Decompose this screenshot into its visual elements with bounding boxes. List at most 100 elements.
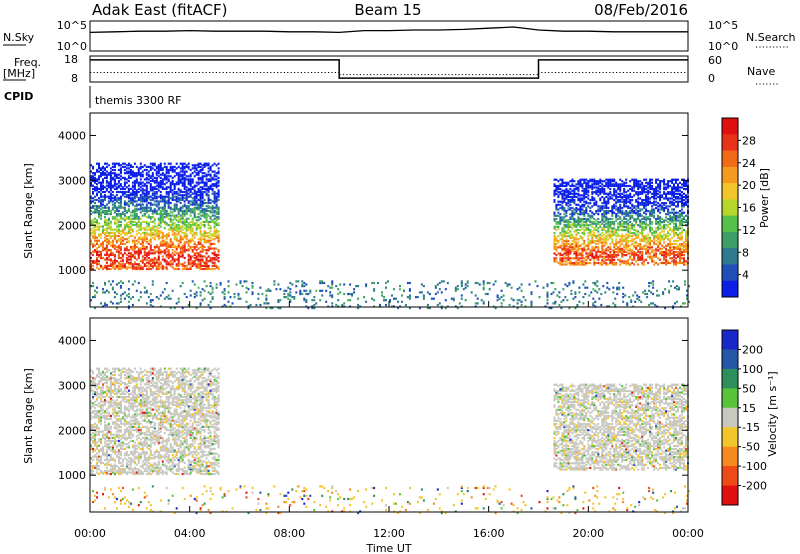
power-cell	[671, 186, 674, 189]
power-cell	[625, 184, 628, 188]
power-cell	[127, 307, 130, 310]
power-cell	[629, 210, 632, 213]
power-cell	[669, 214, 672, 217]
power-cell	[581, 217, 584, 221]
power-cell	[217, 222, 220, 225]
power-cell	[641, 208, 644, 211]
power-cell	[187, 244, 190, 247]
power-cell	[591, 230, 594, 233]
power-cell	[141, 239, 144, 242]
power-cell	[100, 201, 102, 205]
power-cell	[133, 195, 136, 198]
power-cell	[102, 167, 104, 170]
power-cell	[641, 233, 644, 236]
power-cell	[141, 227, 144, 230]
power-cell	[209, 227, 212, 230]
power-cell	[177, 200, 180, 203]
nsearch-label: N.Search	[746, 31, 796, 44]
power-cell	[577, 221, 580, 224]
power-cell	[151, 164, 154, 167]
power-cell	[585, 181, 588, 184]
power-cell	[135, 216, 138, 219]
power-cell	[444, 307, 447, 310]
power-cell	[597, 188, 600, 191]
power-cell	[603, 206, 606, 210]
power-cell	[177, 242, 180, 245]
power-cell	[587, 247, 590, 250]
power-cell	[123, 225, 126, 228]
power-cell	[167, 294, 170, 297]
power-cell	[177, 264, 180, 267]
power-cell	[633, 210, 636, 213]
power-cell	[169, 241, 172, 244]
power-cell	[179, 178, 182, 181]
power-cell	[561, 244, 564, 247]
power-cell	[569, 236, 572, 239]
power-cell	[233, 296, 236, 299]
power-cell	[181, 165, 184, 168]
power-cell	[577, 203, 580, 206]
power-cell	[585, 208, 588, 211]
power-cell	[239, 280, 242, 283]
power-cell	[107, 172, 110, 175]
power-cell	[109, 179, 112, 183]
power-cell	[109, 212, 112, 216]
power-cell	[583, 188, 586, 191]
power-cell	[611, 238, 614, 241]
power-cell	[667, 254, 670, 257]
power-cell	[143, 250, 146, 253]
power-cell	[683, 216, 685, 219]
power-cell	[90, 170, 92, 173]
power-cell	[209, 201, 212, 205]
power-cell	[667, 249, 670, 252]
power-cell	[199, 255, 202, 258]
power-cell	[127, 220, 130, 223]
power-cell	[201, 176, 204, 179]
power-cell	[615, 197, 618, 200]
power-cell	[195, 225, 198, 228]
power-cell	[171, 230, 174, 233]
power-cell	[611, 255, 614, 258]
power-cell	[159, 194, 162, 197]
power-cell	[98, 197, 100, 200]
power-cell	[637, 194, 640, 197]
power-cell	[428, 307, 431, 310]
power-cell	[573, 247, 576, 250]
power-cell	[633, 258, 636, 261]
power-cell	[577, 183, 580, 186]
power-cell	[113, 201, 116, 205]
power-cell	[181, 250, 184, 253]
power-cell	[137, 183, 140, 186]
power-cell	[595, 180, 598, 183]
power-cell	[121, 194, 124, 197]
power-cell	[159, 244, 162, 247]
power-cell	[117, 214, 120, 217]
power-cell	[217, 234, 220, 238]
power-cell	[104, 233, 106, 236]
power-cell	[113, 209, 116, 212]
power-cell	[143, 231, 146, 234]
power-cell	[193, 165, 196, 168]
power-cell	[418, 291, 421, 294]
power-cell	[195, 227, 198, 230]
power-cell	[565, 244, 568, 247]
power-cell	[92, 200, 94, 203]
power-cell	[107, 173, 110, 176]
power-cell	[663, 188, 666, 191]
power-cell	[183, 236, 186, 239]
power-cell	[123, 184, 126, 187]
power-cell	[173, 175, 176, 178]
power-cell	[207, 223, 210, 227]
power-cell	[161, 267, 164, 271]
power-cell	[193, 241, 196, 244]
power-cell	[583, 257, 586, 260]
power-cell	[581, 194, 584, 197]
power-cell	[179, 220, 182, 223]
power-cell	[185, 236, 188, 239]
power-cell	[205, 220, 208, 223]
nave-series-line	[90, 71, 688, 76]
power-cell	[185, 238, 188, 241]
power-cell	[207, 266, 210, 269]
power-cell	[177, 256, 180, 260]
power-cell	[661, 236, 664, 239]
